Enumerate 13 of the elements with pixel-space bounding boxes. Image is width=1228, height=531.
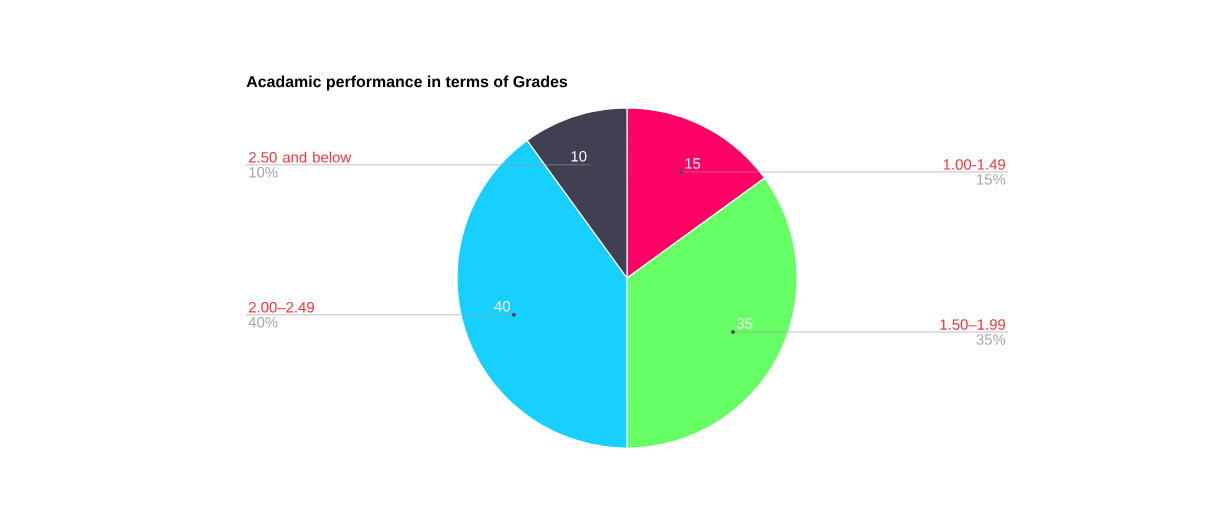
slice-label: 1.50–1.99 [940, 319, 1006, 330]
text: 35% [976, 334, 1006, 345]
text: 15% [977, 174, 1006, 185]
slice-label: 1.00-1.49 [943, 159, 1006, 170]
data-label: 40 [494, 300, 511, 312]
slice-label: 2.50 and below [248, 151, 352, 163]
data-label: 10 [571, 151, 587, 162]
chart-title: Acadamic performance in terms of Grades [246, 75, 568, 91]
data-label: 15 [685, 158, 701, 169]
slice-label: 2.00–2.49 [248, 301, 314, 313]
text: 10% [249, 167, 278, 178]
data-label: 35 [736, 318, 753, 329]
text: 40% [248, 316, 278, 328]
